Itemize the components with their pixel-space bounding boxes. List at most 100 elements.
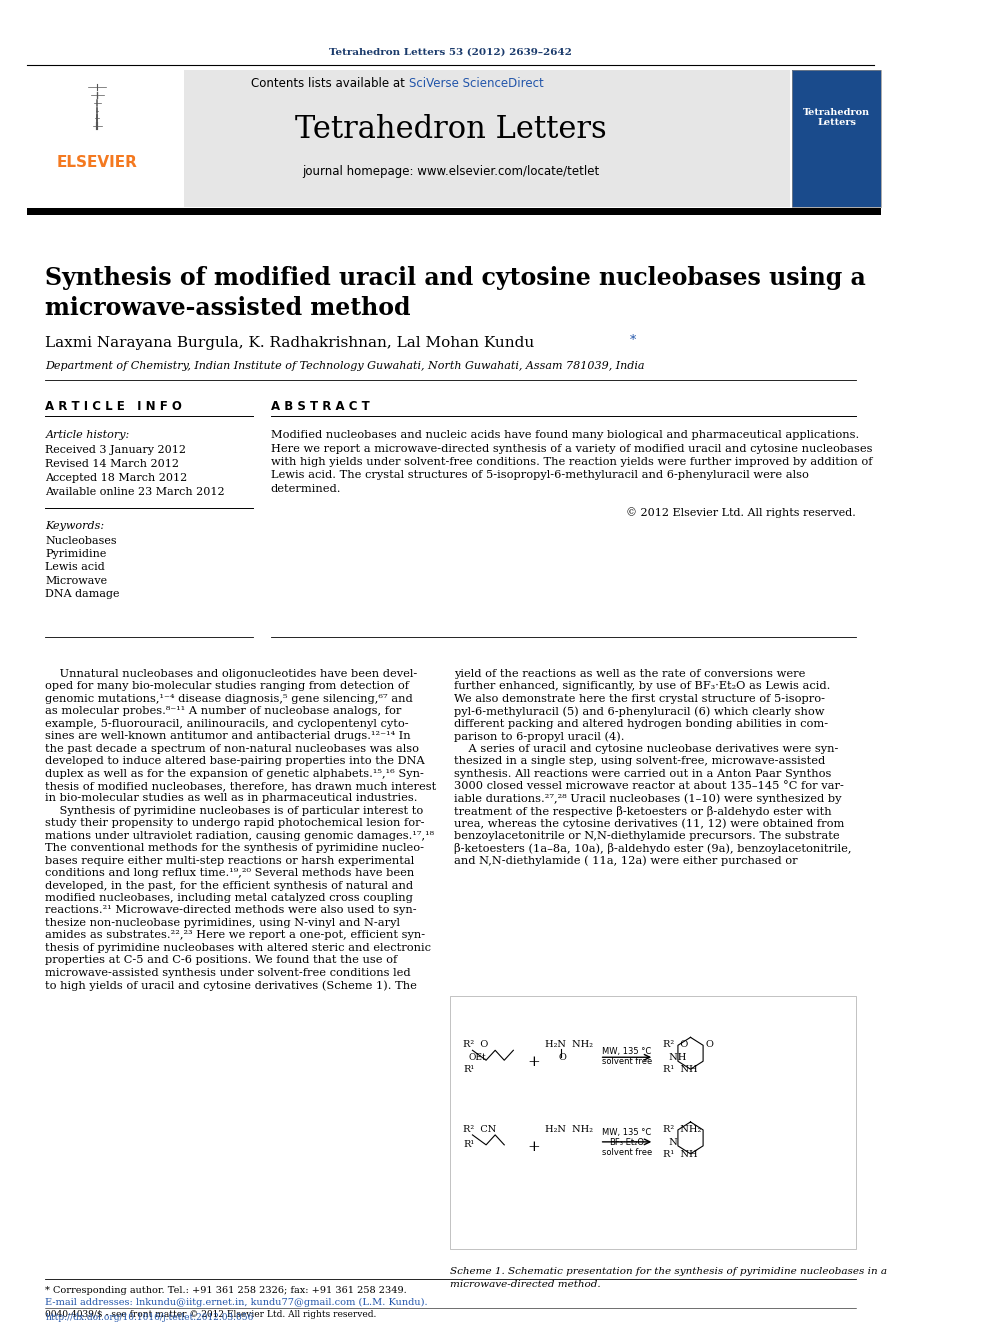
Bar [27, 70, 791, 208]
Text: different packing and altered hydrogen bonding abilities in com-: different packing and altered hydrogen b… [454, 718, 828, 729]
Text: R¹: R¹ [463, 1140, 474, 1148]
Text: OEt: OEt [469, 1053, 486, 1062]
Text: thesis of pyrimidine nucleobases with altered steric and electronic: thesis of pyrimidine nucleobases with al… [46, 943, 432, 953]
Text: treatment of the respective β-ketoesters or β-aldehydo ester with: treatment of the respective β-ketoesters… [454, 806, 832, 816]
Text: Microwave: Microwave [46, 576, 107, 586]
Text: iable durations.²⁷,²⁸ Uracil nucleobases (1–10) were synthesized by: iable durations.²⁷,²⁸ Uracil nucleobases… [454, 794, 842, 804]
Text: thesized in a single step, using solvent-free, microwave-assisted: thesized in a single step, using solvent… [454, 757, 825, 766]
Text: +: + [528, 1140, 541, 1154]
Text: H₂N  NH₂: H₂N NH₂ [546, 1040, 593, 1049]
Bar [793, 70, 881, 208]
Text: solvent free: solvent free [602, 1148, 652, 1156]
Text: N: N [664, 1138, 678, 1147]
Text: as molecular probes.⁸⁻¹¹ A number of nucleobase analogs, for: as molecular probes.⁸⁻¹¹ A number of nuc… [46, 706, 402, 716]
Text: sines are well-known antitumor and antibacterial drugs.¹²⁻¹⁴ In: sines are well-known antitumor and antib… [46, 732, 411, 741]
Text: Synthesis of modified uracil and cytosine nucleobases using a
microwave-assisted: Synthesis of modified uracil and cytosin… [46, 266, 866, 320]
Text: MW, 135 °C: MW, 135 °C [602, 1048, 652, 1056]
Text: Tetrahedron
Letters: Tetrahedron Letters [804, 107, 870, 127]
Text: oped for many bio-molecular studies ranging from detection of: oped for many bio-molecular studies rang… [46, 681, 410, 692]
Text: © 2012 Elsevier Ltd. All rights reserved.: © 2012 Elsevier Ltd. All rights reserved… [626, 508, 856, 519]
Text: Tetrahedron Letters 53 (2012) 2639–2642: Tetrahedron Letters 53 (2012) 2639–2642 [329, 48, 572, 57]
Bar [449, 995, 856, 1249]
Text: R¹: R¹ [463, 1065, 474, 1074]
Text: NH: NH [664, 1053, 686, 1062]
Text: β-ketoesters (1a–8a, 10a), β-aldehydo ester (9a), benzoylacetonitrile,: β-ketoesters (1a–8a, 10a), β-aldehydo es… [454, 843, 852, 855]
Text: R²  CN: R² CN [463, 1125, 497, 1134]
Text: Nucleobases: Nucleobases [46, 536, 117, 545]
Text: the past decade a spectrum of non-natural nucleobases was also: the past decade a spectrum of non-natura… [46, 744, 420, 754]
Text: SciVerse ScienceDirect: SciVerse ScienceDirect [409, 77, 544, 90]
Text: E-mail addresses: lnkundu@iitg.ernet.in, kundu77@gmail.com (L.M. Kundu).: E-mail addresses: lnkundu@iitg.ernet.in,… [46, 1298, 429, 1307]
Text: We also demonstrate here the first crystal structure of 5-isopro-: We also demonstrate here the first cryst… [454, 693, 825, 704]
Text: 3000 closed vessel microwave reactor at about 135–145 °C for var-: 3000 closed vessel microwave reactor at … [454, 781, 844, 791]
Text: O: O [558, 1053, 566, 1062]
Text: ELSEVIER: ELSEVIER [57, 155, 138, 169]
Text: duplex as well as for the expansion of genetic alphabets.¹⁵,¹⁶ Syn-: duplex as well as for the expansion of g… [46, 769, 425, 778]
Text: DNA damage: DNA damage [46, 589, 120, 599]
Text: developed to induce altered base-pairing properties into the DNA: developed to induce altered base-pairing… [46, 757, 426, 766]
Text: R¹  NH: R¹ NH [664, 1065, 698, 1074]
Text: R²  O: R² O [463, 1040, 489, 1049]
Text: determined.: determined. [271, 484, 341, 493]
Bar [27, 208, 881, 216]
Text: O: O [706, 1040, 714, 1049]
Text: thesize non-nucleobase pyrimidines, using N-vinyl and N-aryl: thesize non-nucleobase pyrimidines, usin… [46, 918, 401, 927]
Text: parison to 6-propyl uracil (4).: parison to 6-propyl uracil (4). [454, 732, 625, 742]
Text: Synthesis of pyrimidine nucleobases is of particular interest to: Synthesis of pyrimidine nucleobases is o… [46, 806, 424, 816]
Text: Accepted 18 March 2012: Accepted 18 March 2012 [46, 472, 187, 483]
Text: in bio-molecular studies as well as in pharmaceutical industries.: in bio-molecular studies as well as in p… [46, 794, 418, 803]
Text: solvent free: solvent free [602, 1057, 652, 1066]
Text: Unnatural nucleobases and oligonucleotides have been devel-: Unnatural nucleobases and oligonucleotid… [46, 669, 418, 679]
Text: pyl-6-methyluracil (5) and 6-phenyluracil (6) which clearly show: pyl-6-methyluracil (5) and 6-phenyluraci… [454, 706, 824, 717]
Text: example, 5-fluorouracil, anilinouracils, and cyclopentenyl cyto-: example, 5-fluorouracil, anilinouracils,… [46, 718, 409, 729]
Text: benzoylacetonitrile or N,N-diethylamide precursors. The substrate: benzoylacetonitrile or N,N-diethylamide … [454, 831, 840, 840]
Bar [793, 70, 881, 208]
Text: R¹  NH: R¹ NH [664, 1150, 698, 1159]
Text: Here we report a microwave-directed synthesis of a variety of modified uracil an: Here we report a microwave-directed synt… [271, 443, 872, 454]
Text: genomic mutations,¹⁻⁴ disease diagnosis,⁵ gene silencing,⁶⁷ and: genomic mutations,¹⁻⁴ disease diagnosis,… [46, 693, 414, 704]
Text: Department of Chemistry, Indian Institute of Technology Guwahati, North Guwahati: Department of Chemistry, Indian Institut… [46, 361, 645, 372]
Text: +: + [528, 1056, 541, 1069]
Text: properties at C-5 and C-6 positions. We found that the use of: properties at C-5 and C-6 positions. We … [46, 955, 398, 966]
Text: study their propensity to undergo rapid photochemical lesion for-: study their propensity to undergo rapid … [46, 819, 425, 828]
Text: and N,N-diethylamide ( 11a, 12a) were either purchased or: and N,N-diethylamide ( 11a, 12a) were ei… [454, 856, 798, 867]
Text: thesis of modified nucleobases, therefore, has drawn much interest: thesis of modified nucleobases, therefor… [46, 781, 436, 791]
Text: developed, in the past, for the efficient synthesis of natural and: developed, in the past, for the efficien… [46, 881, 414, 890]
Text: R²  O: R² O [664, 1040, 688, 1049]
Text: Received 3 January 2012: Received 3 January 2012 [46, 445, 186, 455]
Text: with high yields under solvent-free conditions. The reaction yields were further: with high yields under solvent-free cond… [271, 456, 872, 467]
Text: mations under ultraviolet radiation, causing genomic damages.¹⁷,¹⁸: mations under ultraviolet radiation, cau… [46, 831, 434, 840]
Text: A B S T R A C T: A B S T R A C T [271, 400, 369, 413]
Text: microwave-assisted synthesis under solvent-free conditions led: microwave-assisted synthesis under solve… [46, 967, 411, 978]
Text: Lewis acid. The crystal structures of 5-isopropyl-6-methyluracil and 6-phenylura: Lewis acid. The crystal structures of 5-… [271, 471, 808, 480]
Text: urea, whereas the cytosine derivatives (11, 12) were obtained from: urea, whereas the cytosine derivatives (… [454, 819, 844, 830]
Text: Lewis acid: Lewis acid [46, 562, 105, 573]
Text: Scheme 1. Schematic presentation for the synthesis of pyrimidine nucleobases in : Scheme 1. Schematic presentation for the… [449, 1267, 887, 1277]
Text: Keywords:: Keywords: [46, 521, 104, 531]
Text: BF₃·Et₂O: BF₃·Et₂O [609, 1138, 645, 1147]
Text: Modified nucleobases and nucleic acids have found many biological and pharmaceut: Modified nucleobases and nucleic acids h… [271, 430, 859, 441]
Text: The conventional methods for the synthesis of pyrimidine nucleo-: The conventional methods for the synthes… [46, 843, 425, 853]
Text: R²  NH₂: R² NH₂ [664, 1125, 701, 1134]
Text: Pyrimidine: Pyrimidine [46, 549, 107, 560]
Text: synthesis. All reactions were carried out in a Anton Paar Synthos: synthesis. All reactions were carried ou… [454, 769, 831, 778]
Text: conditions and long reflux time.¹⁹,²⁰ Several methods have been: conditions and long reflux time.¹⁹,²⁰ Se… [46, 868, 415, 878]
Text: A series of uracil and cytosine nucleobase derivatives were syn-: A series of uracil and cytosine nucleoba… [454, 744, 838, 754]
Text: yield of the reactions as well as the rate of conversions were: yield of the reactions as well as the ra… [454, 669, 806, 679]
Text: 0040-4039/$ - see front matter © 2012 Elsevier Ltd. All rights reserved.: 0040-4039/$ - see front matter © 2012 El… [46, 1310, 377, 1319]
Text: A R T I C L E   I N F O: A R T I C L E I N F O [46, 400, 183, 413]
Text: *: * [630, 335, 636, 348]
Bar [27, 70, 184, 208]
Text: further enhanced, significantly, by use of BF₃·Et₂O as Lewis acid.: further enhanced, significantly, by use … [454, 681, 830, 692]
Text: Laxmi Narayana Burgula, K. Radhakrishnan, Lal Mohan Kundu: Laxmi Narayana Burgula, K. Radhakrishnan… [46, 336, 535, 351]
Text: Contents lists available at: Contents lists available at [251, 77, 409, 90]
Text: Tetrahedron Letters: Tetrahedron Letters [295, 114, 606, 146]
Text: modified nucleobases, including metal catalyzed cross coupling: modified nucleobases, including metal ca… [46, 893, 414, 904]
Text: bases require either multi-step reactions or harsh experimental: bases require either multi-step reaction… [46, 856, 415, 865]
Text: reactions.²¹ Microwave-directed methods were also used to syn-: reactions.²¹ Microwave-directed methods … [46, 905, 417, 916]
Text: Revised 14 March 2012: Revised 14 March 2012 [46, 459, 180, 468]
Text: journal homepage: www.elsevier.com/locate/tetlet: journal homepage: www.elsevier.com/locat… [302, 165, 599, 177]
Text: Article history:: Article history: [46, 430, 130, 441]
Text: http://dx.doi.org/10.1016/j.tetlet.2012.03.056: http://dx.doi.org/10.1016/j.tetlet.2012.… [46, 1314, 254, 1322]
Text: H₂N  NH₂: H₂N NH₂ [546, 1125, 593, 1134]
